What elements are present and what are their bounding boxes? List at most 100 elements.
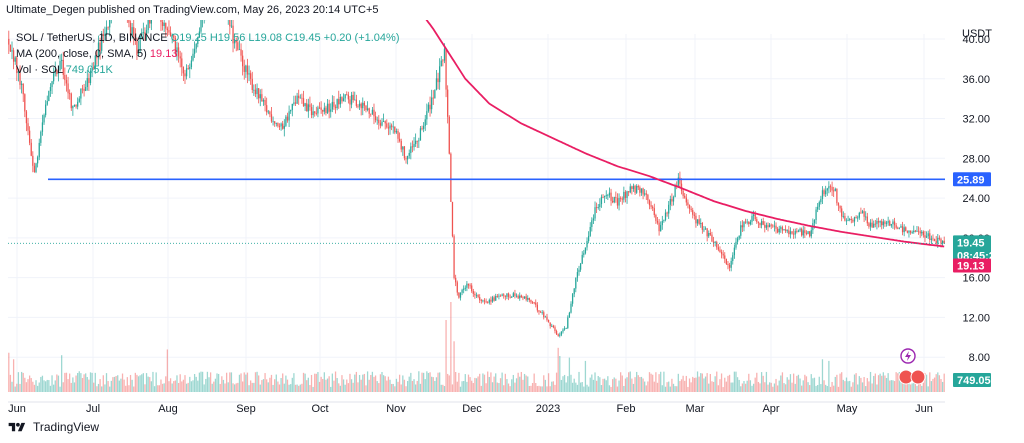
volume-bar (600, 385, 603, 392)
candle-body (530, 300, 532, 303)
price-tick-label: 12.00 (962, 312, 990, 324)
ma200-line (425, 20, 945, 248)
candle-body (833, 190, 835, 192)
volume-bar (14, 386, 16, 392)
volume-bar (451, 384, 454, 392)
volume-bar (49, 385, 52, 392)
candle-body (583, 253, 585, 255)
candle-body (139, 35, 141, 50)
volume-bar (482, 373, 484, 392)
candle-body (442, 60, 444, 62)
volume-bar (517, 372, 519, 392)
legend-symbol[interactable]: SOL / TetherUS, 1D, BINANCE O19.25 H19.5… (16, 30, 400, 46)
volume-bar (320, 376, 322, 392)
candle-body (267, 111, 269, 113)
volume-bar (740, 386, 742, 392)
volume-bar (126, 377, 128, 392)
candle-body (75, 105, 77, 107)
legend-volume[interactable]: Vol · SOL 749.051K (16, 62, 400, 78)
volume-bar (431, 376, 433, 392)
candle-body (272, 121, 274, 123)
volume-bar (475, 378, 478, 392)
volume-bar (410, 372, 412, 392)
candle-body (885, 222, 888, 224)
candle-body (650, 205, 652, 207)
candle-body (573, 288, 575, 295)
volume-bar (370, 374, 372, 392)
volume-bar (730, 382, 732, 392)
candle-body (234, 40, 236, 44)
candle-body (432, 97, 434, 99)
volume-bar (125, 385, 127, 392)
volume-bar (219, 383, 221, 392)
price-chart[interactable]: 40.0036.0032.0028.0024.0020.0016.0012.00… (0, 20, 1024, 420)
volume-bar (565, 382, 567, 392)
candle-body (314, 111, 316, 114)
candle-body (935, 240, 937, 244)
volume-bar (893, 381, 896, 392)
tradingview-footer[interactable]: TradingView (6, 420, 99, 434)
candle-body (813, 220, 816, 224)
volume-bar (406, 381, 409, 392)
volume-bar (198, 372, 201, 392)
volume-bar (853, 374, 856, 392)
candle-body (575, 277, 577, 289)
volume-bar (290, 384, 292, 392)
volume-bar (858, 376, 860, 392)
candle-body (443, 48, 446, 61)
volume-bar (110, 380, 112, 392)
candle-body (716, 242, 718, 248)
candle-body (536, 304, 539, 311)
candle-body (395, 131, 398, 133)
volume-bar (442, 384, 444, 392)
volume-bar (636, 371, 638, 392)
candle-body (909, 230, 912, 233)
volume-bar (195, 376, 197, 392)
volume-bar (77, 372, 79, 392)
volume-bar (575, 382, 577, 392)
candle-body (929, 233, 931, 240)
candle-body (341, 96, 343, 102)
candle-body (99, 42, 101, 51)
candle-body (839, 205, 841, 209)
candle-body (690, 208, 692, 211)
volume-bar (360, 379, 362, 392)
volume-bar (266, 379, 268, 392)
volume-bar (642, 378, 644, 392)
volume-bar (434, 380, 436, 392)
time-tick-label: Jun (8, 403, 26, 415)
volume-bar (876, 384, 878, 392)
time-axis[interactable]: Jun Jul Aug Sep Oct Nov Dec 2023 Feb Mar Apr May Jun (8, 401, 945, 415)
candle-body (871, 222, 873, 228)
volume-bar (414, 384, 417, 392)
ohlc-change: +0.20 (+1.04%) (323, 32, 400, 44)
candle-body (514, 293, 516, 296)
candle-body (467, 283, 470, 286)
candle-body (447, 89, 449, 117)
price-axis[interactable]: 40.0036.0032.0028.0024.0020.0016.0012.00… (962, 34, 990, 364)
candle-body (346, 94, 348, 96)
candle-body (97, 42, 100, 59)
volume-bar (490, 372, 492, 392)
volume-bar (833, 385, 835, 392)
volume-bar (477, 376, 479, 392)
volume-bar (603, 378, 606, 392)
candle-body (72, 105, 74, 109)
candle-body (834, 188, 836, 191)
candle-body (901, 226, 904, 233)
volume-bar (235, 383, 237, 392)
candle-body (837, 203, 840, 206)
candle-body (506, 293, 508, 297)
candle-body (288, 111, 290, 121)
volume-bar (341, 375, 343, 392)
volume-bar (847, 381, 849, 392)
candle-body (38, 142, 40, 158)
volume-bar (251, 382, 253, 392)
volume-bar (181, 381, 183, 392)
volume-bar (131, 379, 133, 392)
volume-bar (690, 382, 692, 392)
candle-body (294, 102, 297, 104)
legend-ma[interactable]: MA (200, close, 0, SMA, 5) 19.13 (16, 46, 400, 62)
volume-bar (901, 376, 904, 392)
candle-body (792, 233, 795, 235)
